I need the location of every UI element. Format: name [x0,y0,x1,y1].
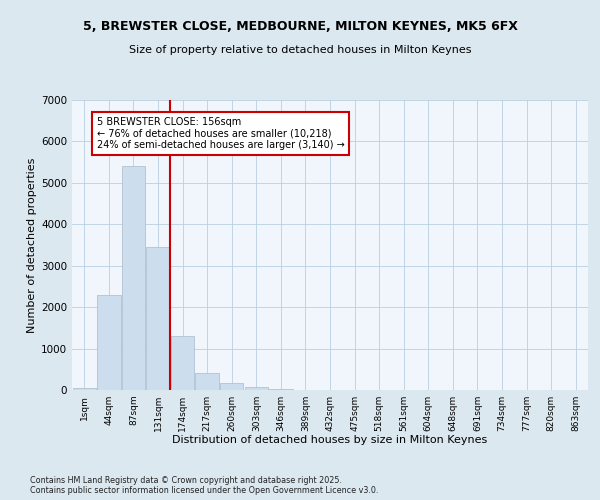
Bar [245,387,268,390]
Bar [196,374,219,390]
Bar [73,388,96,390]
X-axis label: Distribution of detached houses by size in Milton Keynes: Distribution of detached houses by size … [172,436,488,446]
Text: Contains HM Land Registry data © Crown copyright and database right 2025.
Contai: Contains HM Land Registry data © Crown c… [30,476,379,495]
Bar [122,166,145,390]
Bar [171,336,194,390]
Bar [269,389,293,390]
Bar [146,247,170,390]
Bar [97,294,121,390]
Bar [220,383,244,390]
Text: 5, BREWSTER CLOSE, MEDBOURNE, MILTON KEYNES, MK5 6FX: 5, BREWSTER CLOSE, MEDBOURNE, MILTON KEY… [83,20,517,33]
Y-axis label: Number of detached properties: Number of detached properties [27,158,37,332]
Text: 5 BREWSTER CLOSE: 156sqm
← 76% of detached houses are smaller (10,218)
24% of se: 5 BREWSTER CLOSE: 156sqm ← 76% of detach… [97,116,344,150]
Text: Size of property relative to detached houses in Milton Keynes: Size of property relative to detached ho… [129,45,471,55]
